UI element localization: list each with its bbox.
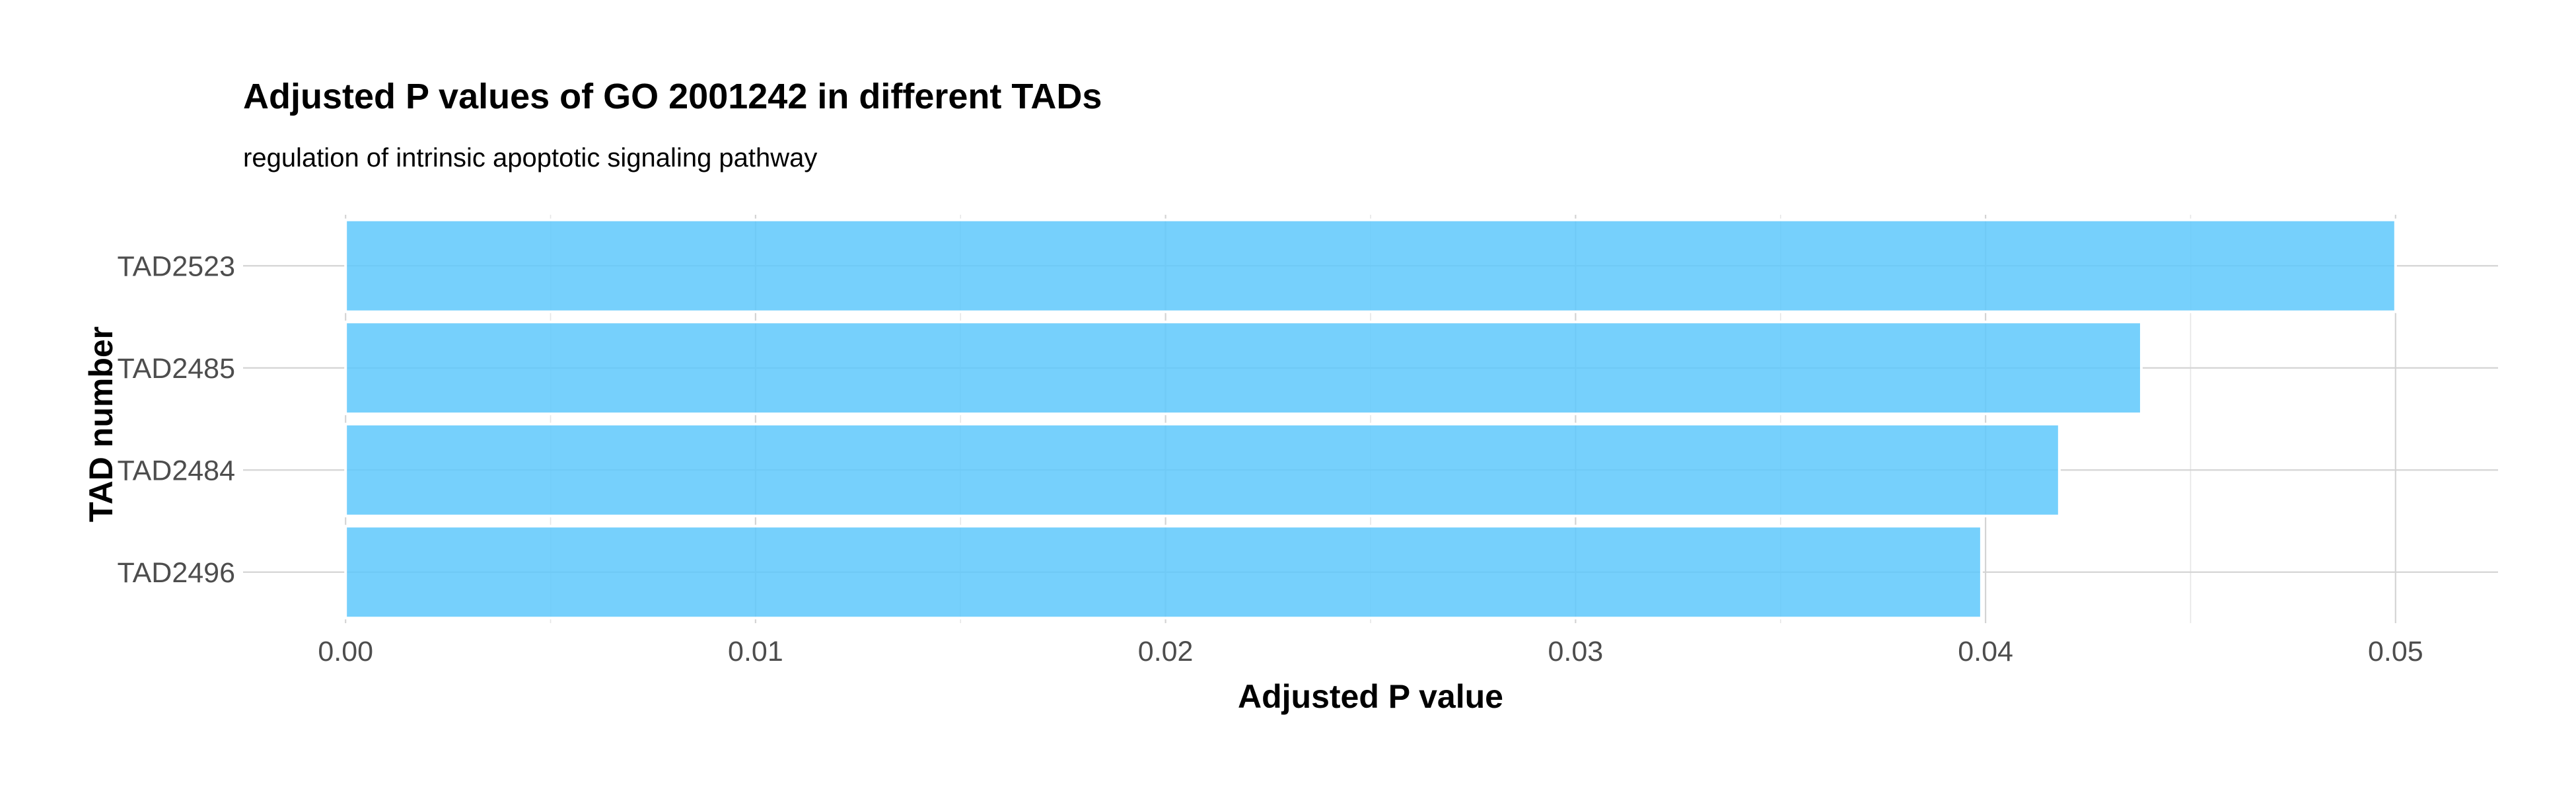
x-tick-label: 0.02 (1138, 636, 1194, 667)
x-axis-title: Adjusted P value (1238, 678, 1503, 715)
y-tick-label: TAD2484 (118, 455, 235, 486)
y-tick-labels: TAD2523 TAD2485 TAD2484 TAD2496 (118, 250, 235, 589)
x-tick-label: 0.05 (2368, 636, 2423, 667)
chart-title: Adjusted P values of GO 2001242 in diffe… (243, 77, 1102, 116)
y-axis-title: TAD number (83, 326, 120, 522)
y-tick-label: TAD2485 (118, 353, 235, 385)
x-tick-label: 0.00 (318, 636, 373, 667)
y-tick-label: TAD2496 (118, 557, 235, 589)
x-tick-label: 0.03 (1548, 636, 1604, 667)
chart-subtitle: regulation of intrinsic apoptotic signal… (243, 143, 817, 172)
bar-tad2523 (344, 218, 2397, 313)
bar-tad2484 (344, 422, 2061, 517)
x-tick-labels: 0.00 0.01 0.02 0.03 0.04 0.05 (318, 636, 2423, 667)
y-tick-label: TAD2523 (118, 250, 235, 282)
x-tick-label: 0.04 (1958, 636, 2013, 667)
bar-tad2485 (344, 321, 2143, 416)
bar-tad2496 (344, 525, 1983, 620)
x-tick-label: 0.01 (728, 636, 783, 667)
bars (344, 218, 2397, 620)
